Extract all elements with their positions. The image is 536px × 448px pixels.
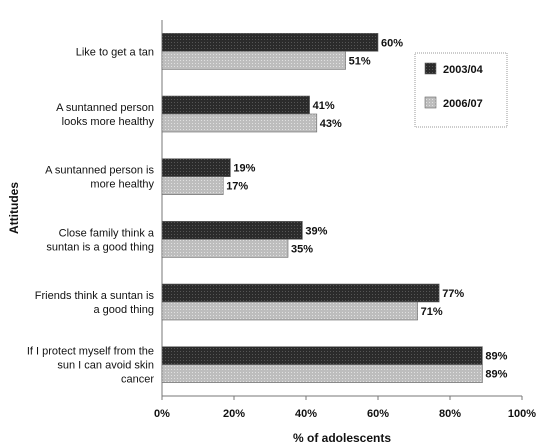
y-axis-title: Attitudes xyxy=(7,182,21,234)
category-label-0: Like to get a tan xyxy=(76,46,154,58)
data-label-200607-2: 17% xyxy=(226,181,248,193)
data-label-200304-0: 60% xyxy=(381,37,403,49)
x-axis-title: % of adolescents xyxy=(293,431,391,445)
x-axis-ticks: 0% 20% 40% 60% 80% 100% xyxy=(154,396,536,420)
category-label-4: Friends think a suntan is a good thing xyxy=(35,290,155,316)
data-label-200304-1: 41% xyxy=(313,100,335,112)
x-tick-label-80: 80% xyxy=(439,408,461,420)
bar-200607-5 xyxy=(161,364,483,383)
x-tick-label-60: 60% xyxy=(367,408,389,420)
data-label-200304-5: 89% xyxy=(485,351,507,363)
bar-200304-4 xyxy=(161,283,440,303)
data-label-200304-2: 19% xyxy=(233,163,255,175)
category-label-1: A suntanned person looks more healthy xyxy=(56,102,154,128)
x-tick-label-20: 20% xyxy=(223,408,245,420)
legend-label-1: 2006/07 xyxy=(443,98,483,110)
category-label-5: If I protect myself from the sun I can av… xyxy=(27,346,154,386)
legend: 2003/04 2006/07 xyxy=(414,52,508,128)
data-label-200607-3: 35% xyxy=(291,243,313,255)
data-label-200607-0: 51% xyxy=(349,55,371,67)
data-label-200607-4: 71% xyxy=(421,306,443,318)
legend-swatch-1 xyxy=(424,96,437,109)
data-label-200607-5: 89% xyxy=(485,369,507,381)
legend-label-0: 2003/04 xyxy=(443,64,484,76)
bar-200607-0 xyxy=(161,51,346,70)
bar-200304-3 xyxy=(161,221,303,240)
bar-200607-4 xyxy=(161,301,418,321)
category-labels: Like to get a tan A suntanned person looks… xyxy=(27,46,155,385)
bar-200304-5 xyxy=(161,346,483,365)
plot-area xyxy=(161,20,522,397)
x-tick-label-40: 40% xyxy=(295,408,317,420)
bar-200607-2 xyxy=(161,176,224,195)
bar-200304-1 xyxy=(161,95,310,115)
bar-200607-1 xyxy=(161,113,318,133)
category-label-3: Close family think a suntan is a good thi… xyxy=(46,227,155,253)
data-label-200304-4: 77% xyxy=(442,288,464,300)
x-tick-label-100: 100% xyxy=(508,408,536,420)
bar-200607-3 xyxy=(161,239,289,258)
data-label-200607-1: 43% xyxy=(320,118,342,130)
bars-group: 60% 51% 41% 43% 19% 17% 39% 35% 77% 71% 89% 89% xyxy=(161,33,508,383)
data-label-200304-3: 39% xyxy=(305,225,327,237)
bar-200304-2 xyxy=(161,158,231,177)
x-tick-label-0: 0% xyxy=(154,408,170,420)
bar-200304-0 xyxy=(161,33,379,52)
legend-swatch-0 xyxy=(424,62,437,75)
category-label-2: A suntanned person is more healthy xyxy=(45,165,154,191)
